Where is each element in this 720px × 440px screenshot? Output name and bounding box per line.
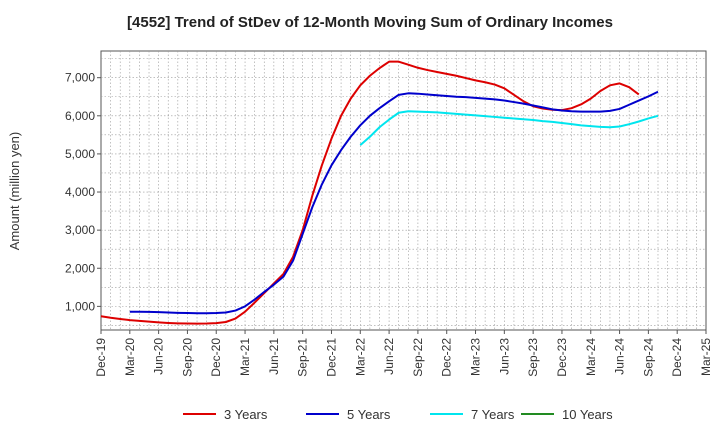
x-tick-label: Mar-24 bbox=[584, 338, 598, 376]
x-tick-label: Sep-22 bbox=[411, 338, 425, 377]
plot-area bbox=[100, 50, 707, 331]
series-line-7-years bbox=[359, 110, 659, 146]
x-tick-label: Mar-20 bbox=[123, 338, 137, 376]
legend-label: 10 Years bbox=[562, 407, 613, 422]
chart-title: [4552] Trend of StDev of 12-Month Moving… bbox=[127, 14, 613, 31]
x-tick-label: Mar-23 bbox=[469, 338, 483, 376]
y-tick-label: 1,000 bbox=[65, 299, 95, 313]
x-tick-label: Jun-23 bbox=[497, 338, 511, 375]
x-tick-label: Mar-21 bbox=[238, 338, 252, 376]
y-tick-label: 3,000 bbox=[65, 223, 95, 237]
y-axis-label: Amount (million yen) bbox=[7, 132, 22, 251]
y-tick-label: 2,000 bbox=[65, 261, 95, 275]
x-tick-label: Jun-22 bbox=[382, 338, 396, 375]
x-tick-label: Sep-20 bbox=[180, 338, 194, 377]
x-tick-label: Dec-19 bbox=[94, 338, 108, 377]
x-tick-label: Dec-23 bbox=[555, 338, 569, 377]
y-tick-label: 6,000 bbox=[65, 109, 95, 123]
x-tick-label: Dec-22 bbox=[440, 338, 454, 377]
y-axis-ticks: 1,000 2,000 3,000 4,000 5,000 6,000 7,000 bbox=[65, 71, 101, 313]
legend-label: 3 Years bbox=[224, 407, 268, 422]
legend-label: 7 Years bbox=[471, 407, 515, 422]
y-tick-label: 4,000 bbox=[65, 185, 95, 199]
x-tick-label: Jun-20 bbox=[152, 338, 166, 375]
series-line-5-years bbox=[129, 90, 659, 315]
x-tick-label: Sep-21 bbox=[296, 338, 310, 377]
x-tick-label: Mar-25 bbox=[699, 338, 713, 376]
legend-label: 5 Years bbox=[347, 407, 391, 422]
grid-lines bbox=[101, 51, 706, 330]
y-tick-label: 5,000 bbox=[65, 147, 95, 161]
x-axis-ticks: Dec-19 Mar-20 Jun-20 Sep-20 Dec-20 Mar-21 Jun-… bbox=[94, 330, 713, 377]
x-tick-label: Jun-21 bbox=[267, 338, 281, 375]
x-tick-label: Mar-22 bbox=[353, 338, 367, 376]
series-lines bbox=[100, 60, 659, 325]
x-tick-label: Jun-24 bbox=[613, 338, 627, 375]
x-tick-label: Dec-24 bbox=[670, 338, 684, 377]
x-tick-label: Sep-23 bbox=[526, 338, 540, 377]
y-tick-label: 7,000 bbox=[65, 71, 95, 85]
legend: 3 Years 5 Years 7 Years 10 Years bbox=[183, 407, 613, 422]
x-tick-label: Dec-20 bbox=[209, 338, 223, 377]
x-tick-label: Dec-21 bbox=[324, 338, 338, 377]
x-tick-label: Sep-24 bbox=[641, 338, 655, 377]
